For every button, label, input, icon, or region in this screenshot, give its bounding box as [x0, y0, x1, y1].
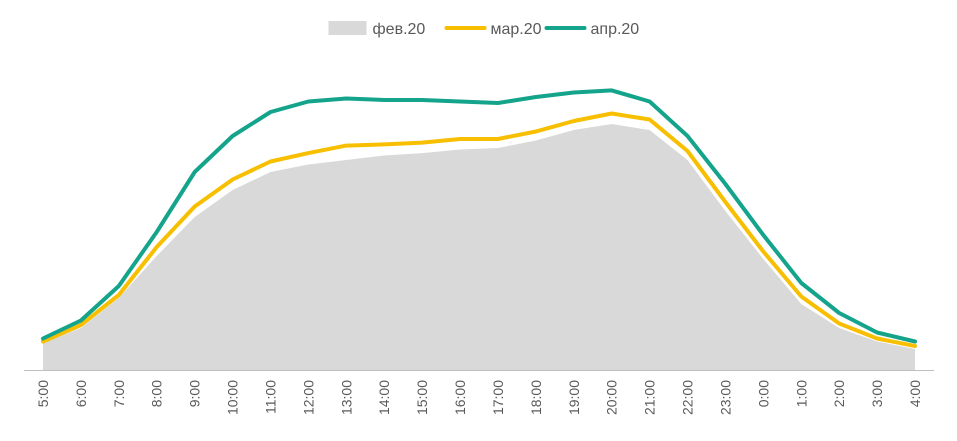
line-series-group — [41, 88, 917, 348]
legend-item-0: фев.20 — [328, 21, 426, 38]
x-tick-label: 22:00 — [680, 380, 696, 415]
x-tick-label: 10:00 — [225, 380, 241, 415]
x-tick-label: 2:00 — [831, 380, 847, 407]
x-tick-label: 19:00 — [566, 380, 582, 415]
x-tick-labels: 5:00 6:00 7:00 8:00 9:00 10:00 11:00 12:00 13:00… — [35, 380, 923, 415]
x-tick-label: 16:00 — [452, 380, 468, 415]
legend-label: апр.20 — [591, 21, 640, 38]
area-series-0 — [43, 124, 915, 370]
x-tick-label: 23:00 — [717, 380, 733, 415]
area-series-group — [43, 124, 915, 370]
x-tick-label: 5:00 — [35, 380, 51, 407]
x-tick-label: 7:00 — [111, 380, 127, 407]
x-tick-label: 11:00 — [263, 380, 279, 414]
x-tick-label: 21:00 — [642, 380, 658, 415]
x-tick-label: 20:00 — [604, 380, 620, 415]
legend-label: фев.20 — [373, 21, 426, 38]
legend-item-2: апр.20 — [544, 21, 640, 38]
x-tick-label: 8:00 — [149, 380, 165, 407]
line-series-1 — [41, 111, 917, 348]
x-tick-label: 9:00 — [187, 380, 203, 407]
x-tick-label: 6:00 — [73, 380, 89, 407]
x-tick-label: 3:00 — [869, 380, 885, 407]
x-tick-label: 15:00 — [414, 380, 430, 415]
x-tick-label: 13:00 — [338, 380, 354, 415]
legend: фев.20 мар.20 апр.20 — [328, 21, 640, 38]
x-tick-label: 18:00 — [528, 380, 544, 415]
x-tick-label: 17:00 — [490, 380, 506, 415]
x-tick-label: 0:00 — [755, 380, 771, 407]
x-tick-label: 4:00 — [907, 380, 923, 407]
legend-swatch — [328, 21, 367, 35]
x-tick-label: 1:00 — [793, 380, 809, 407]
legend-item-1: мар.20 — [444, 21, 542, 38]
legend-label: мар.20 — [491, 21, 542, 38]
x-tick-label: 12:00 — [300, 380, 316, 415]
line-series-2 — [41, 88, 917, 344]
x-tick-label: 14:00 — [376, 380, 392, 415]
